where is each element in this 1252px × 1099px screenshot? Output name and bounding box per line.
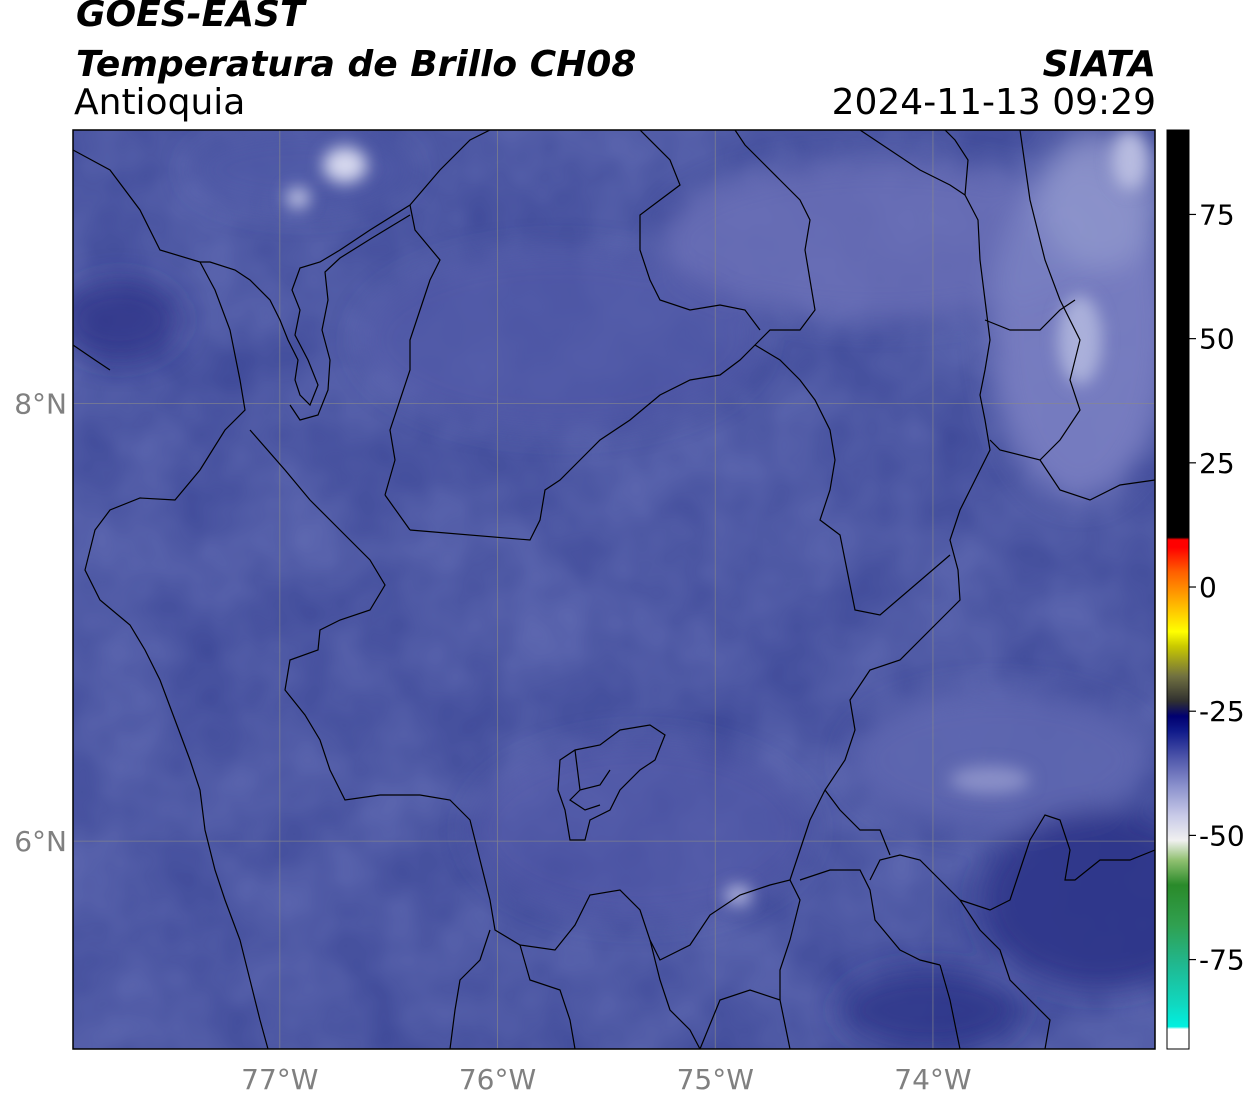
longitude-labels: 77°W 76°W 75°W 74°W — [241, 1063, 971, 1096]
colorbar-tick-label: -50 — [1199, 819, 1245, 852]
colorbar: 75 50 25 0 -25 -50 -75 — [1166, 129, 1245, 1050]
agency-label: SIATA — [1042, 44, 1156, 85]
map-frame — [72, 129, 1156, 1050]
map-gridlines — [73, 130, 1155, 1049]
colorbar-tick-label: 50 — [1199, 323, 1235, 356]
colorbar-tick-label: -25 — [1199, 695, 1245, 728]
colorbar-bar — [1166, 129, 1190, 1050]
map-panel — [73, 130, 1155, 1049]
colorbar-tick-label: -75 — [1199, 944, 1245, 977]
colorbar-tick-label: 25 — [1199, 447, 1235, 480]
colorbar-tick-label: 75 — [1199, 198, 1235, 231]
colorbar-ticks: 75 50 25 0 -25 -50 -75 — [1189, 198, 1245, 977]
lon-tick-label: 77°W — [241, 1063, 318, 1096]
latitude-labels: 8°N 6°N — [14, 388, 67, 859]
lon-tick-label: 75°W — [677, 1063, 754, 1096]
satellite-title: GOES-EAST — [76, 0, 305, 35]
product-title: Temperatura de Brillo CH08 — [76, 44, 637, 85]
lat-tick-label: 6°N — [14, 825, 67, 858]
administrative-boundaries — [73, 130, 1155, 1049]
lon-tick-label: 74°W — [894, 1063, 971, 1096]
lat-tick-label: 8°N — [14, 388, 67, 421]
region-label: Antioquia — [74, 82, 246, 123]
colorbar-tick-label: 0 — [1199, 571, 1217, 604]
datetime-label: 2024-11-13 09:29 — [831, 82, 1156, 123]
lon-tick-label: 76°W — [459, 1063, 536, 1096]
